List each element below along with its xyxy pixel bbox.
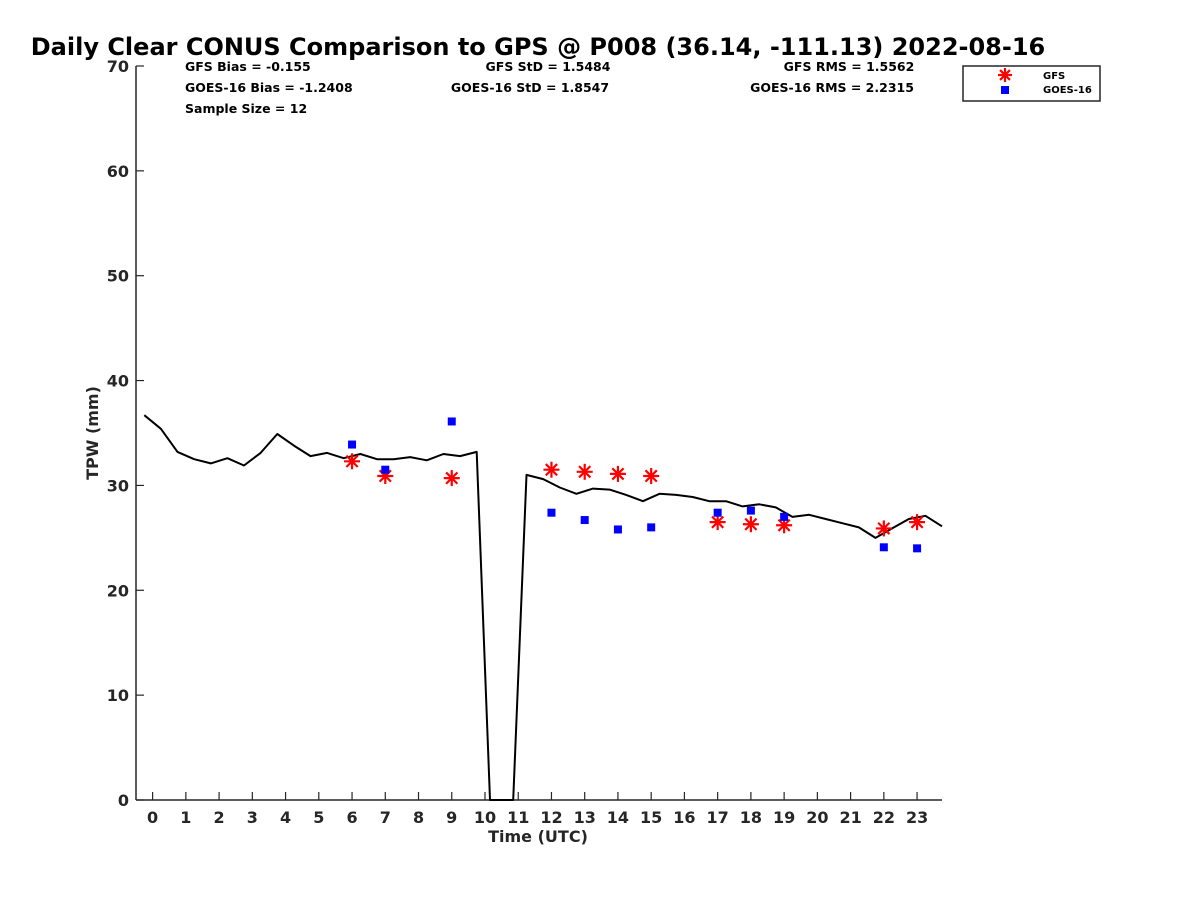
gps-line-layer	[143, 414, 943, 801]
x-tick-label: 11	[507, 808, 529, 827]
y-tick-label: 70	[107, 57, 129, 76]
goes-point	[613, 525, 622, 534]
legend-goes-marker	[1001, 86, 1009, 94]
legend-gfs-label: GFS	[1043, 71, 1065, 82]
x-tick-label: 13	[574, 808, 596, 827]
goes-point	[913, 544, 922, 553]
legend-box	[962, 65, 1101, 102]
legend: GFS GOES-16	[962, 65, 1101, 102]
x-tick-label: 17	[707, 808, 729, 827]
goes-bias-stat: GOES-16 Bias = -1.2408	[185, 80, 353, 95]
goes-point	[348, 440, 357, 449]
x-tick-label: 12	[540, 808, 562, 827]
x-tick-label: 23	[906, 808, 928, 827]
gfs-rms-stat: GFS RMS = 1.5562	[784, 59, 915, 74]
x-tick-label: 15	[640, 808, 662, 827]
legend-gfs-asterisk	[998, 68, 1012, 82]
x-tick-label: 20	[806, 808, 828, 827]
goes-point	[580, 516, 589, 525]
goes-point	[647, 523, 656, 532]
gfs-point	[443, 470, 460, 487]
goes-point	[879, 543, 888, 552]
x-tick-label: 19	[773, 808, 795, 827]
x-tick-label: 5	[313, 808, 324, 827]
y-tick-label: 50	[107, 267, 129, 286]
gfs-point	[344, 453, 361, 470]
gps-line	[143, 414, 943, 801]
gfs-point	[643, 467, 660, 484]
x-tick-label: 2	[214, 808, 225, 827]
goes-point	[780, 512, 789, 521]
gfs-point	[909, 514, 926, 531]
goes-point	[713, 508, 722, 517]
x-tick-label: 16	[673, 808, 695, 827]
x-tick-label: 0	[147, 808, 158, 827]
y-tick-label: 60	[107, 162, 129, 181]
chart-title: Daily Clear CONUS Comparison to GPS @ P0…	[31, 33, 1045, 61]
y-tick-label: 20	[107, 581, 129, 600]
sample-size-stat: Sample Size = 12	[185, 101, 307, 116]
legend-gfs-marker	[998, 68, 1012, 82]
y-tick-label: 30	[107, 476, 129, 495]
x-tick-label: 21	[839, 808, 861, 827]
gfs-std-stat: GFS StD = 1.5484	[486, 59, 611, 74]
x-tick-label: 9	[446, 808, 457, 827]
goes-rms-stat: GOES-16 RMS = 2.2315	[750, 80, 914, 95]
x-axis-label: Time (UTC)	[488, 827, 588, 846]
x-tick-label: 7	[380, 808, 391, 827]
gfs-point	[609, 465, 626, 482]
legend-goes-label: GOES-16	[1043, 85, 1092, 96]
gfs-point	[543, 461, 560, 478]
gfs-point	[875, 520, 892, 537]
y-tick-label: 0	[118, 791, 129, 810]
x-tick-label: 4	[280, 808, 291, 827]
x-tick-label: 22	[873, 808, 895, 827]
goes-point	[746, 506, 755, 515]
gfs-point	[576, 463, 593, 480]
x-tick-label: 3	[247, 808, 258, 827]
x-tick-label: 14	[607, 808, 629, 827]
goes-point	[381, 465, 390, 474]
goes-std-stat: GOES-16 StD = 1.8547	[451, 80, 609, 95]
axes: 0 1 2 3 4 5 6 7 8 9 10 11 12 13 14 15 16 17 18 19 20 21 22 2301…	[107, 57, 942, 827]
y-tick-label: 40	[107, 372, 129, 391]
gfs-point	[742, 516, 759, 533]
y-axis-label: TPW (mm)	[83, 386, 102, 480]
gfs-bias-stat: GFS Bias = -0.155	[185, 59, 311, 74]
goes-point	[547, 508, 556, 517]
x-tick-label: 6	[346, 808, 357, 827]
x-tick-label: 10	[474, 808, 496, 827]
gfs-point	[709, 514, 726, 531]
x-tick-label: 1	[180, 808, 191, 827]
x-tick-label: 18	[740, 808, 762, 827]
x-tick-label: 8	[413, 808, 424, 827]
y-tick-label: 10	[107, 686, 129, 705]
markers-layer	[344, 417, 926, 553]
goes-point	[447, 417, 456, 426]
